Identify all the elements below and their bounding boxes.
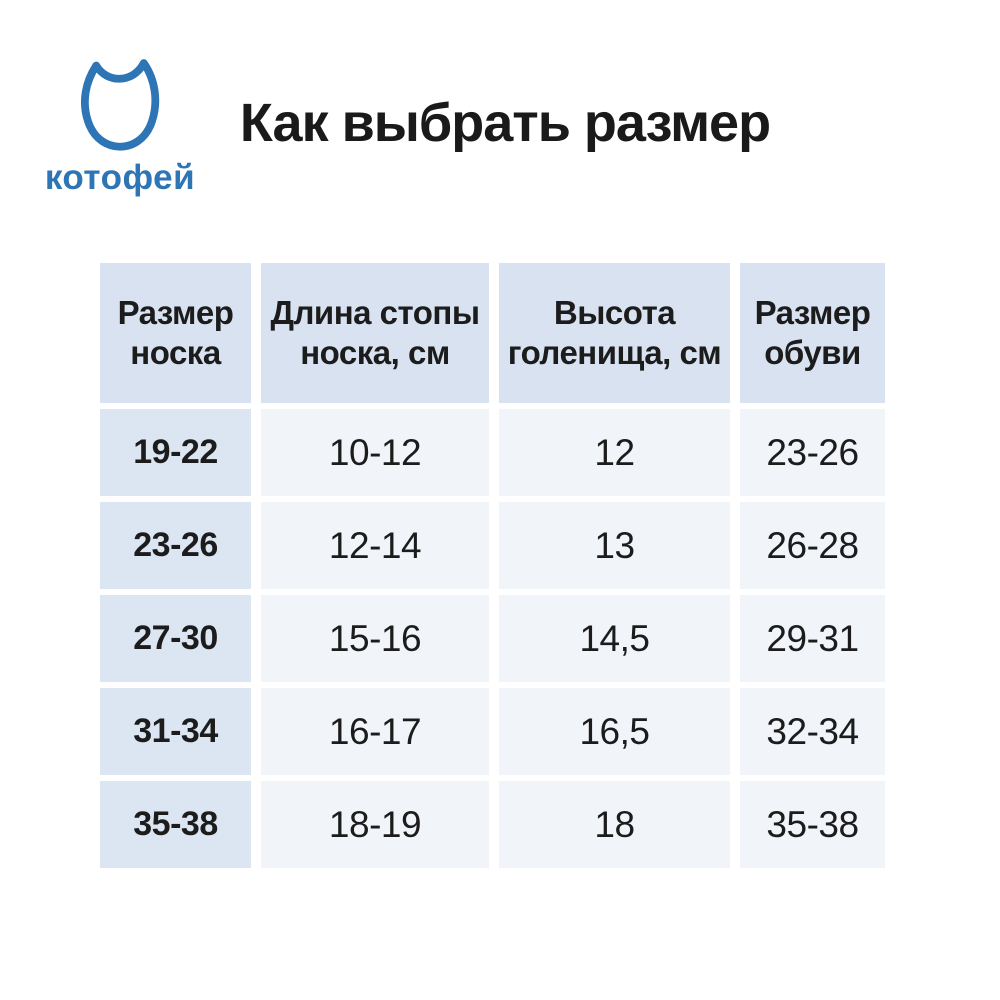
kotofey-logo: котофей [40,56,200,198]
data-cell: 15-16 [261,595,489,682]
data-cell: 14,5 [499,595,730,682]
size-table: Размер носка Длина стопы носка, см Высот… [100,263,885,868]
row-header-cell: 35-38 [100,781,251,868]
data-cell: 32-34 [740,688,885,775]
row-header-cell: 27-30 [100,595,251,682]
brand-name: котофей [44,158,196,197]
data-cell: 23-26 [740,409,885,496]
row-header-cell: 23-26 [100,502,251,589]
column-header-sock-size: Размер носка [100,263,251,403]
column-header-shoe-size: Размер обуви [740,263,885,403]
page-title: Как выбрать размер [239,93,771,153]
data-cell: 18 [499,781,730,868]
data-cell: 35-38 [740,781,885,868]
data-cell: 26-28 [740,502,885,589]
data-cell: 16-17 [261,688,489,775]
column-header-foot-length: Длина стопы носка, см [261,263,489,403]
data-cell: 16,5 [499,688,730,775]
data-cell: 13 [499,502,730,589]
column-header-shaft-height: Высота голенища, см [499,263,730,403]
row-header-cell: 31-34 [100,688,251,775]
data-cell: 12 [499,409,730,496]
data-cell: 29-31 [740,595,885,682]
data-cell: 18-19 [261,781,489,868]
cat-head-icon [81,59,160,151]
row-header-cell: 19-22 [100,409,251,496]
data-cell: 10-12 [261,409,489,496]
data-cell: 12-14 [261,502,489,589]
